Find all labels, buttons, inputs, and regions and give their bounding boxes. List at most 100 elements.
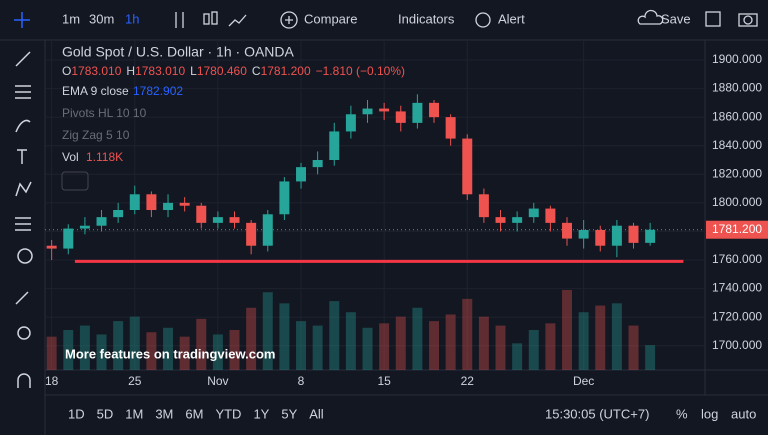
volume-bar (495, 325, 506, 370)
x-tick-label: 8 (298, 374, 305, 388)
volume-bar (279, 303, 290, 370)
candle-body (329, 131, 340, 160)
candle-body (445, 117, 456, 139)
volume-bar (229, 330, 240, 370)
range-button[interactable]: 1M (125, 406, 143, 421)
volume-bar (462, 298, 473, 370)
percent-toggle[interactable]: % (676, 406, 688, 421)
volume-bar (545, 323, 556, 370)
volume-bar (528, 330, 539, 370)
log-toggle[interactable]: log (701, 406, 718, 421)
ohlc-key: O (62, 64, 71, 78)
y-tick-label: 1740.000 (712, 281, 762, 295)
range-button[interactable]: All (309, 406, 324, 421)
last-price-badge (706, 220, 768, 239)
candle-body (63, 228, 74, 249)
candle-body (545, 208, 556, 223)
range-button[interactable]: YTD (215, 406, 241, 421)
range-button[interactable]: 5Y (281, 406, 297, 421)
volume-bar (179, 336, 190, 370)
alert-button[interactable]: Alert (498, 11, 525, 26)
ohlc-key: H (126, 64, 135, 78)
volume-bar (395, 316, 406, 370)
candle-body (129, 194, 140, 210)
candle-body (645, 229, 656, 243)
ohlc-value: 1780.460 (197, 64, 247, 78)
volume-bar (63, 330, 74, 370)
interval[interactable]: 30m (89, 11, 114, 26)
candle-body (345, 114, 356, 132)
candle-body (296, 167, 307, 182)
watermark[interactable]: More features on tradingview.com (65, 346, 275, 361)
volume-bar (312, 325, 323, 370)
volume-bar (645, 345, 656, 370)
indicators-button[interactable]: Indicators (398, 11, 455, 26)
interval[interactable]: 1m (62, 11, 80, 26)
candle-body (229, 217, 240, 223)
x-tick-label: Dec (573, 374, 594, 388)
volume-bar (362, 327, 373, 370)
interval-active[interactable]: 1h (125, 11, 139, 26)
volume-bar (578, 312, 589, 370)
candle-body (196, 205, 207, 223)
range-button[interactable]: 3M (155, 406, 173, 421)
volume-bar (478, 316, 489, 370)
x-tick-label: Nov (207, 374, 228, 388)
ohlc-value: 1781.200 (261, 64, 311, 78)
last-price-label: 1781.200 (712, 222, 762, 236)
volume-bar (246, 307, 257, 370)
volume-bar (379, 323, 390, 370)
y-tick-label: 1760.000 (712, 252, 762, 266)
zigzag-label[interactable]: Zig Zag 5 10 (62, 128, 130, 142)
y-tick-label: 1860.000 (712, 109, 762, 123)
left-toolbar[interactable] (14, 12, 33, 388)
x-tick-label: 22 (461, 374, 475, 388)
vol-label[interactable]: Vol (62, 150, 79, 164)
ohlc-key: L (190, 64, 197, 78)
candle-body (163, 202, 174, 210)
volume-bar (146, 332, 157, 370)
candle-body (279, 181, 290, 215)
x-tick-label: 25 (128, 374, 142, 388)
ohlc-key: C (252, 64, 261, 78)
volume-bar (196, 318, 207, 370)
candle-body (113, 210, 124, 218)
volume-bar (345, 312, 356, 370)
candle-body (412, 102, 423, 123)
volume-bar (96, 334, 107, 370)
compare-button[interactable]: Compare (304, 11, 357, 26)
y-tick-label: 1880.000 (712, 81, 762, 95)
range-button[interactable]: 1Y (253, 406, 269, 421)
plot (45, 40, 705, 370)
top-toolbar (0, 0, 768, 40)
candle-body (528, 208, 539, 218)
ohlc-value: 1783.010 (135, 64, 185, 78)
range-button[interactable]: 1D (68, 406, 85, 421)
candle-body (379, 108, 390, 112)
candle-body (462, 138, 473, 195)
candle-body (611, 225, 622, 246)
volume-bar (79, 325, 90, 370)
ohlc-legend: O 1783.010 H 1783.010 L 1780.460 C 1781.200 −1.8… (62, 64, 405, 78)
vol-value: 1.118K (86, 150, 123, 164)
range-button[interactable]: 5D (97, 406, 114, 421)
volume-bar (262, 292, 273, 370)
range-button[interactable]: 6M (185, 406, 203, 421)
candle-body (362, 108, 373, 115)
y-tick-label: 1800.000 (712, 195, 762, 209)
toolbar-icons[interactable] (175, 9, 758, 29)
candle-body (512, 217, 523, 223)
candle-body (46, 245, 57, 249)
volume-bar (129, 316, 140, 370)
candle-body (212, 217, 223, 223)
save-button[interactable]: Save (661, 11, 691, 26)
pivots-label[interactable]: Pivots HL 10 10 (62, 106, 147, 120)
clock: 15:30:05 (UTC+7) (545, 406, 649, 421)
candle-body (246, 222, 257, 246)
ema-label[interactable]: EMA 9 close (62, 84, 129, 98)
auto-toggle[interactable]: auto (731, 406, 756, 421)
collapse-button[interactable] (61, 171, 89, 191)
y-tick-label: 1720.000 (712, 309, 762, 323)
